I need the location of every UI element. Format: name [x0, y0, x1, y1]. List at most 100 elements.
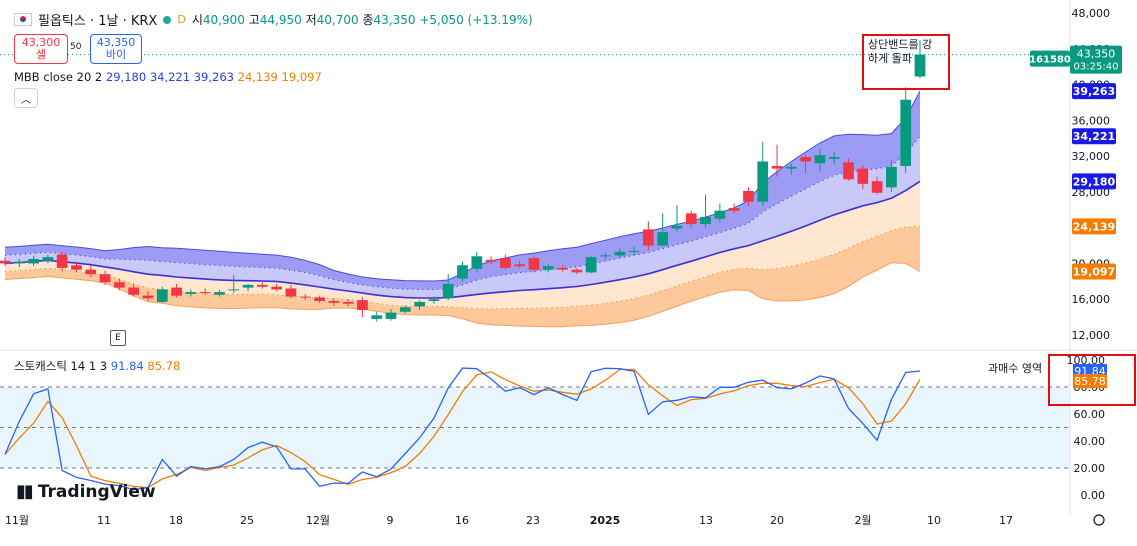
band-basis-line — [4, 180, 921, 299]
candle-body — [614, 251, 626, 256]
candle-body — [428, 299, 440, 302]
candle-body — [185, 292, 197, 294]
current-price-tag — [1070, 45, 1122, 74]
collapse-legend-button[interactable]: ︿ — [14, 88, 38, 108]
candle-body — [642, 229, 654, 246]
band-value-tag — [1072, 83, 1116, 100]
time-tick-label: 20 — [770, 514, 784, 527]
candle-body — [442, 284, 454, 299]
mbb-legend[interactable]: MBB close 20 2 29,180 34,221 39,263 24,1… — [14, 70, 322, 84]
stochastic-legend[interactable]: 스토캐스틱 14 1 3 91.84 85.78 — [14, 359, 181, 373]
time-tick-label: 18 — [169, 514, 183, 527]
stoch-tick-label: 20.00 — [1074, 462, 1106, 475]
price-tick-label: 12,000 — [1072, 329, 1111, 342]
buy-price: 43,350 — [96, 36, 136, 49]
time-tick-label: 11 — [97, 514, 111, 527]
stoch-tick-label: 100.00 — [1067, 354, 1106, 367]
candle-body — [299, 296, 311, 298]
time-tick-label: 10 — [927, 514, 941, 527]
band-mid-lower-fill — [5, 181, 920, 309]
time-tick-label: 16 — [455, 514, 469, 527]
candle-body — [56, 254, 68, 268]
candle-body — [657, 232, 669, 246]
current-price-label: 43,350 — [1077, 48, 1116, 61]
annotation-breakout-text: 상단밴드를 강하게 돌파 — [868, 38, 933, 65]
earnings-badge[interactable]: E — [110, 330, 126, 346]
candle-body — [214, 292, 225, 295]
candle-body — [13, 261, 25, 264]
band-inner-upper-line — [4, 135, 921, 290]
band-upper-fill — [5, 91, 920, 290]
time-tick-label: 2월 — [854, 514, 871, 527]
price-tick-label: 36,000 — [1072, 114, 1111, 127]
candle-body — [399, 307, 411, 312]
candle-body — [728, 207, 740, 211]
tradingview-logo: ▮▮ TradingView — [16, 481, 156, 502]
candle-body — [485, 259, 497, 262]
price-axis[interactable]: 48,00044,00040,00036,00032,00028,00024,0… — [1029, 7, 1122, 502]
candle-body — [142, 295, 154, 299]
candle-body — [328, 301, 340, 303]
candle-body — [0, 260, 11, 264]
time-tick-label: 13 — [699, 514, 713, 527]
candle-body — [771, 165, 783, 169]
market-status-icon — [163, 15, 172, 24]
candle-body — [814, 155, 826, 164]
symbol-title[interactable]: 필옵틱스 · 1날 · KRX — [38, 14, 158, 29]
korea-flag-icon — [14, 13, 32, 26]
annotation-overbought-text: 과매수 영역 — [988, 362, 1043, 375]
band-value-label: 39,263 — [1073, 85, 1115, 98]
sell-button[interactable]: 43,300 셀 — [14, 34, 68, 64]
candle-body — [28, 258, 39, 264]
time-axis[interactable]: 11월 11 18 25 12월 9 16 23 2025 13 20 2월 10 17 — [5, 514, 1105, 527]
candle-body — [457, 265, 468, 279]
band-value-tag — [1072, 263, 1116, 280]
stoch-d-tag-label: 85.78 — [1074, 375, 1106, 388]
candle-body — [714, 210, 726, 219]
tradingview-mark-icon: ▮▮ — [16, 481, 34, 502]
candles — [0, 40, 1070, 322]
candle-body — [600, 255, 611, 257]
interval-badge[interactable]: D — [177, 13, 186, 26]
candle-body — [843, 162, 854, 180]
candle-body — [542, 266, 554, 270]
time-tick-label: 23 — [526, 514, 540, 527]
sell-label: 셀 — [35, 48, 47, 61]
band-lower-line — [4, 262, 921, 328]
candle-body — [585, 257, 597, 273]
candle-body — [99, 274, 111, 283]
candle-body — [857, 168, 869, 184]
buy-button[interactable]: 43,350 바이 — [90, 34, 142, 64]
candle-body — [628, 250, 640, 252]
candle-body — [357, 300, 368, 310]
stoch-tick-label: 0.00 — [1081, 489, 1106, 502]
buy-label: 바이 — [105, 48, 127, 61]
time-tick-label: 25 — [240, 514, 254, 527]
volume-label: 161580 — [1029, 55, 1071, 66]
candle-body — [571, 269, 583, 273]
stoch-tick-label: 40.00 — [1074, 435, 1106, 448]
time-tick-label: 12월 — [306, 514, 330, 527]
stoch-k-line — [4, 367, 921, 491]
symbol-header[interactable]: 필옵틱스 · 1날 · KRX D 시40,900 고44,950 저40,70… — [14, 10, 533, 29]
band-value-tag — [1072, 173, 1116, 190]
bollinger-bands — [4, 90, 921, 328]
sell-price: 43,300 — [21, 36, 61, 49]
candle-body — [800, 157, 811, 162]
time-tick-label: 11월 — [5, 514, 29, 527]
band-mid-upper-fill — [5, 136, 920, 298]
candle-body — [514, 264, 526, 267]
band-value-tag — [1072, 218, 1116, 235]
candle-body — [156, 289, 168, 302]
stochastic-pane — [0, 367, 1070, 491]
candle-body — [371, 315, 383, 319]
candle-body — [671, 225, 683, 229]
candle-body — [85, 269, 97, 275]
price-tick-label: 48,000 — [1072, 7, 1111, 20]
volume-tag — [1030, 50, 1070, 67]
candle-body — [828, 157, 840, 159]
countdown-label: 03:25:40 — [1074, 62, 1119, 73]
candle-body — [414, 301, 425, 307]
candle-body — [71, 265, 82, 270]
